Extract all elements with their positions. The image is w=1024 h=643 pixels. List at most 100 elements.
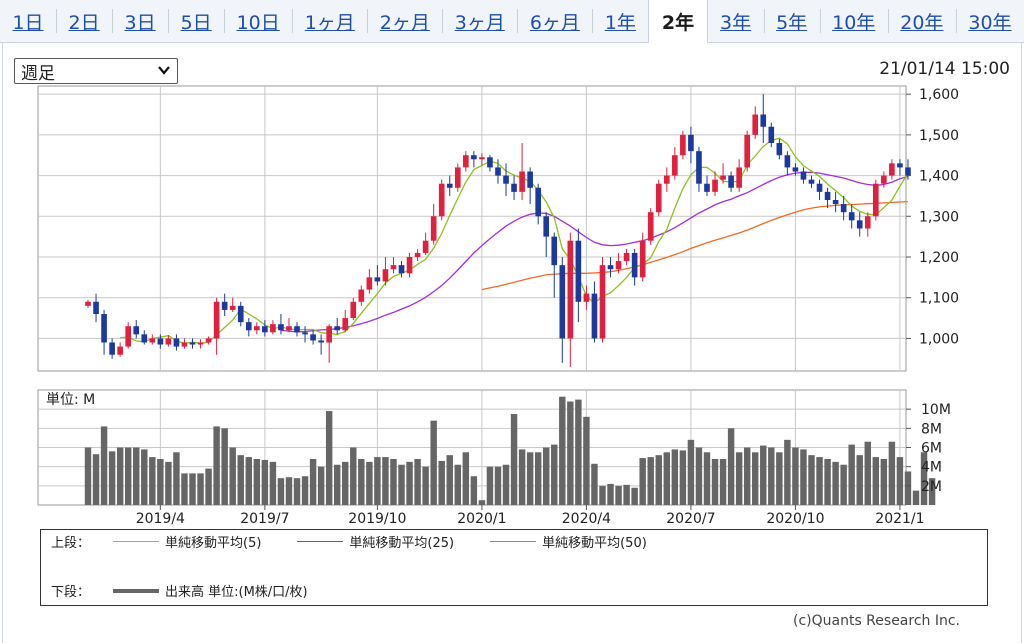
volume-bar <box>229 447 236 505</box>
candle <box>527 167 533 205</box>
candle <box>125 322 132 349</box>
volume-bar <box>221 428 228 505</box>
volume-bar <box>711 459 719 505</box>
candle <box>109 338 115 359</box>
tab-10日[interactable]: 10日 <box>224 0 292 43</box>
candle <box>454 163 461 192</box>
tab-30年[interactable]: 30年 <box>955 0 1024 43</box>
volume-bar <box>165 461 172 505</box>
candle-body <box>237 305 244 323</box>
volume-bar <box>824 459 831 505</box>
candle <box>237 301 244 327</box>
volume-bar <box>197 473 204 505</box>
candle-body <box>117 346 123 355</box>
volume-bar <box>173 452 180 505</box>
candle-body <box>366 277 373 290</box>
volume-bar <box>695 447 703 505</box>
candle <box>294 322 300 337</box>
volume-bar <box>896 457 904 505</box>
volume-bar <box>502 464 510 505</box>
volume-bar <box>671 449 679 505</box>
candle-body <box>149 338 156 343</box>
candle-body <box>487 157 493 168</box>
candle-body <box>318 340 324 343</box>
volume-tick-label: 4M <box>921 460 942 476</box>
candle-body <box>479 157 485 160</box>
volume-bar <box>374 457 381 505</box>
candle <box>398 261 405 278</box>
volume-bar <box>904 471 912 505</box>
volume-tick-label: 6M <box>921 441 942 457</box>
candle <box>479 153 485 166</box>
tab-1日[interactable]: 1日 <box>12 12 44 34</box>
volume-bar <box>141 449 148 505</box>
candle-body <box>189 342 196 345</box>
candle <box>808 175 815 188</box>
candle <box>302 326 308 343</box>
candle-body <box>133 326 140 335</box>
volume-bar <box>808 455 815 505</box>
candle-body <box>511 183 517 192</box>
candle-body <box>663 175 670 184</box>
candle-body <box>816 183 823 192</box>
volume-bar <box>848 444 855 505</box>
tab-2ヶ月[interactable]: 2ヶ月 <box>367 0 442 43</box>
candle-body <box>591 293 598 339</box>
candle <box>229 297 236 312</box>
candle-body <box>205 338 212 343</box>
tab-1年[interactable]: 1年 <box>592 0 648 43</box>
candle <box>318 334 324 355</box>
tab-3年[interactable]: 3年 <box>720 12 752 34</box>
date-tick-label: 2019/7 <box>240 511 289 527</box>
candle <box>864 212 871 237</box>
volume-bar <box>462 452 470 505</box>
candle-body <box>647 212 654 241</box>
volume-bar <box>840 464 847 505</box>
tab-1ヶ月[interactable]: 1ヶ月 <box>292 0 367 43</box>
legend-lower-label: 下段： <box>51 585 91 600</box>
legend-upper-label: 上段： <box>51 536 91 551</box>
candle <box>752 106 759 139</box>
volume-bar <box>358 459 365 505</box>
candle-body <box>109 342 115 355</box>
candle-body <box>792 167 799 172</box>
candle-body <box>334 326 341 331</box>
candle <box>615 252 622 274</box>
candle <box>463 151 469 172</box>
candle-body <box>800 171 807 180</box>
tab-6ヶ月[interactable]: 6ヶ月 <box>517 0 592 43</box>
price-tick-label: 1,200 <box>919 250 959 266</box>
tab-10年[interactable]: 10年 <box>819 0 888 43</box>
candle <box>334 318 341 335</box>
volume-bar <box>526 452 534 505</box>
candle-body <box>527 171 533 188</box>
candle <box>93 293 99 323</box>
candle-body <box>310 334 316 341</box>
candle <box>744 130 750 172</box>
period-select[interactable]: 週足 <box>14 58 178 84</box>
volume-tick-label: 10M <box>921 402 951 418</box>
candle-body <box>832 200 839 205</box>
candle-body <box>864 216 871 229</box>
volume-bar <box>133 447 140 505</box>
tab-2年[interactable]: 2年 <box>648 0 708 44</box>
legend-swatch-ma25 <box>297 541 344 542</box>
candle <box>856 212 863 237</box>
volume-bar <box>880 459 888 505</box>
tab-20年[interactable]: 20年 <box>887 0 956 43</box>
candle-body <box>495 167 501 176</box>
candle-body <box>856 220 863 229</box>
candle <box>358 285 365 306</box>
candle-body <box>897 163 903 168</box>
tab-3ヶ月[interactable]: 3ヶ月 <box>442 0 517 43</box>
tab-2日[interactable]: 2日 <box>56 0 112 43</box>
candle-body <box>463 155 469 168</box>
tab-5年[interactable]: 5年 <box>763 0 820 43</box>
candle-body <box>567 240 574 339</box>
volume-bar <box>856 455 863 505</box>
tab-5日[interactable]: 5日 <box>168 0 224 43</box>
candle-body <box>599 265 606 339</box>
candle-body <box>406 257 413 274</box>
candle <box>414 248 421 262</box>
tab-3日[interactable]: 3日 <box>112 0 168 43</box>
